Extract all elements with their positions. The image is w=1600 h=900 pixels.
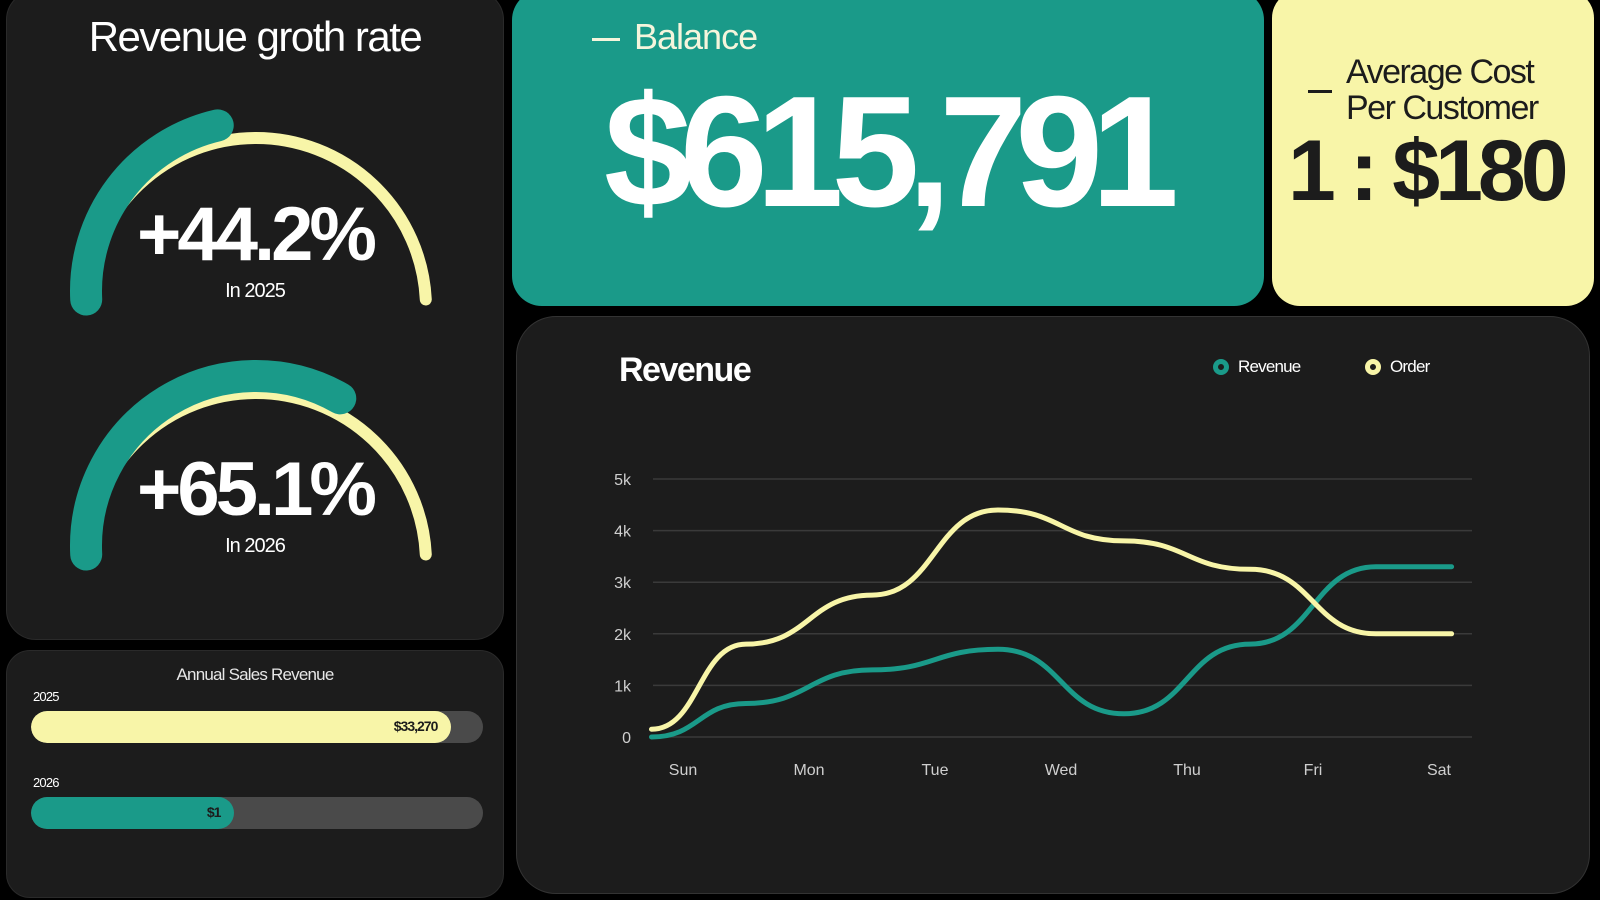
gauge-2025-value: +44.2% — [137, 192, 377, 277]
legend-revenue-marker — [1213, 359, 1229, 375]
bar-2025-year: 2025 — [33, 689, 60, 704]
x-tick-label: Fri — [1304, 762, 1323, 779]
legend-order[interactable]: Order — [1365, 357, 1430, 377]
average-cost-card: Average Cost Per Customer 1 : $180 — [1272, 0, 1594, 306]
y-tick-label: 3k — [614, 575, 632, 592]
avg-cost-label: Average Cost Per Customer — [1346, 53, 1539, 127]
growth-title: Revenue groth rate — [88, 13, 423, 60]
bar-2025-fill: $33,270 — [31, 711, 452, 743]
x-tick-label: Sat — [1427, 762, 1452, 779]
balance-dash — [592, 37, 620, 41]
x-tick-label: Tue — [922, 762, 949, 779]
balance-card: Balance $615,791 — [512, 0, 1264, 306]
balance-label-wrap: Balance — [592, 16, 758, 58]
avg-cost-dash — [1308, 90, 1332, 93]
gauge-2025 — [70, 109, 432, 316]
avg-cost-label-line1: Average Cost — [1346, 53, 1535, 91]
bar-2026-track: $1 — [31, 797, 483, 829]
x-tick-label: Sun — [669, 762, 697, 779]
gauge-2026 — [70, 360, 432, 571]
revenue-chart-card: Revenue Revenue Order 0 1k 2k 3k 4k 5k Sun Mon T… — [516, 316, 1590, 894]
gauge-fill — [70, 109, 234, 316]
y-tick-label: 1k — [614, 678, 632, 695]
legend-order-marker — [1365, 359, 1381, 375]
bar-2026-fill: $1 — [31, 797, 235, 829]
annual-sales-title: Annual Sales Revenue — [176, 665, 335, 684]
bar-2025-track: $33,270 — [31, 711, 483, 743]
gauge-2026-value: +65.1% — [137, 447, 377, 532]
gauge-2026-label: In 2026 — [225, 535, 286, 557]
y-tick-label: 0 — [622, 730, 631, 747]
series-line-order — [649, 507, 1455, 732]
y-tick-label: 4k — [614, 524, 632, 541]
avg-cost-value: 1 : $180 — [1288, 123, 1569, 219]
y-tick-label: 5k — [614, 472, 632, 489]
legend-revenue-label: Revenue — [1238, 357, 1301, 376]
gauge-fill — [70, 360, 357, 571]
revenue-chart-title: Revenue — [619, 351, 752, 389]
balance-label: Balance — [634, 16, 758, 57]
balance-value: $615,791 — [604, 64, 1179, 240]
y-tick-label: 2k — [614, 627, 632, 644]
bar-2025-label: $33,270 — [393, 718, 439, 734]
legend-order-label: Order — [1390, 357, 1430, 376]
revenue-line-chart: 0 1k 2k 3k 4k 5k Sun Mon Tue Wed Thu Fri Sat — [614, 472, 1472, 779]
gauge-2025-label: In 2025 — [225, 280, 286, 302]
bar-2026-label: $1 — [206, 804, 222, 820]
revenue-growth-card: Revenue groth rate +44.2% In 2025 +65.1%… — [6, 0, 504, 640]
series-line-revenue — [649, 564, 1455, 740]
x-tick-label: Wed — [1045, 762, 1078, 779]
annual-sales-card: Annual Sales Revenue 2025 $33,270 2026 $… — [6, 650, 504, 898]
x-tick-label: Thu — [1173, 762, 1201, 779]
avg-cost-label-line2: Per Customer — [1346, 89, 1539, 127]
bar-2026-year: 2026 — [33, 775, 60, 790]
x-tick-label: Mon — [793, 762, 824, 779]
legend-revenue[interactable]: Revenue — [1213, 357, 1301, 377]
